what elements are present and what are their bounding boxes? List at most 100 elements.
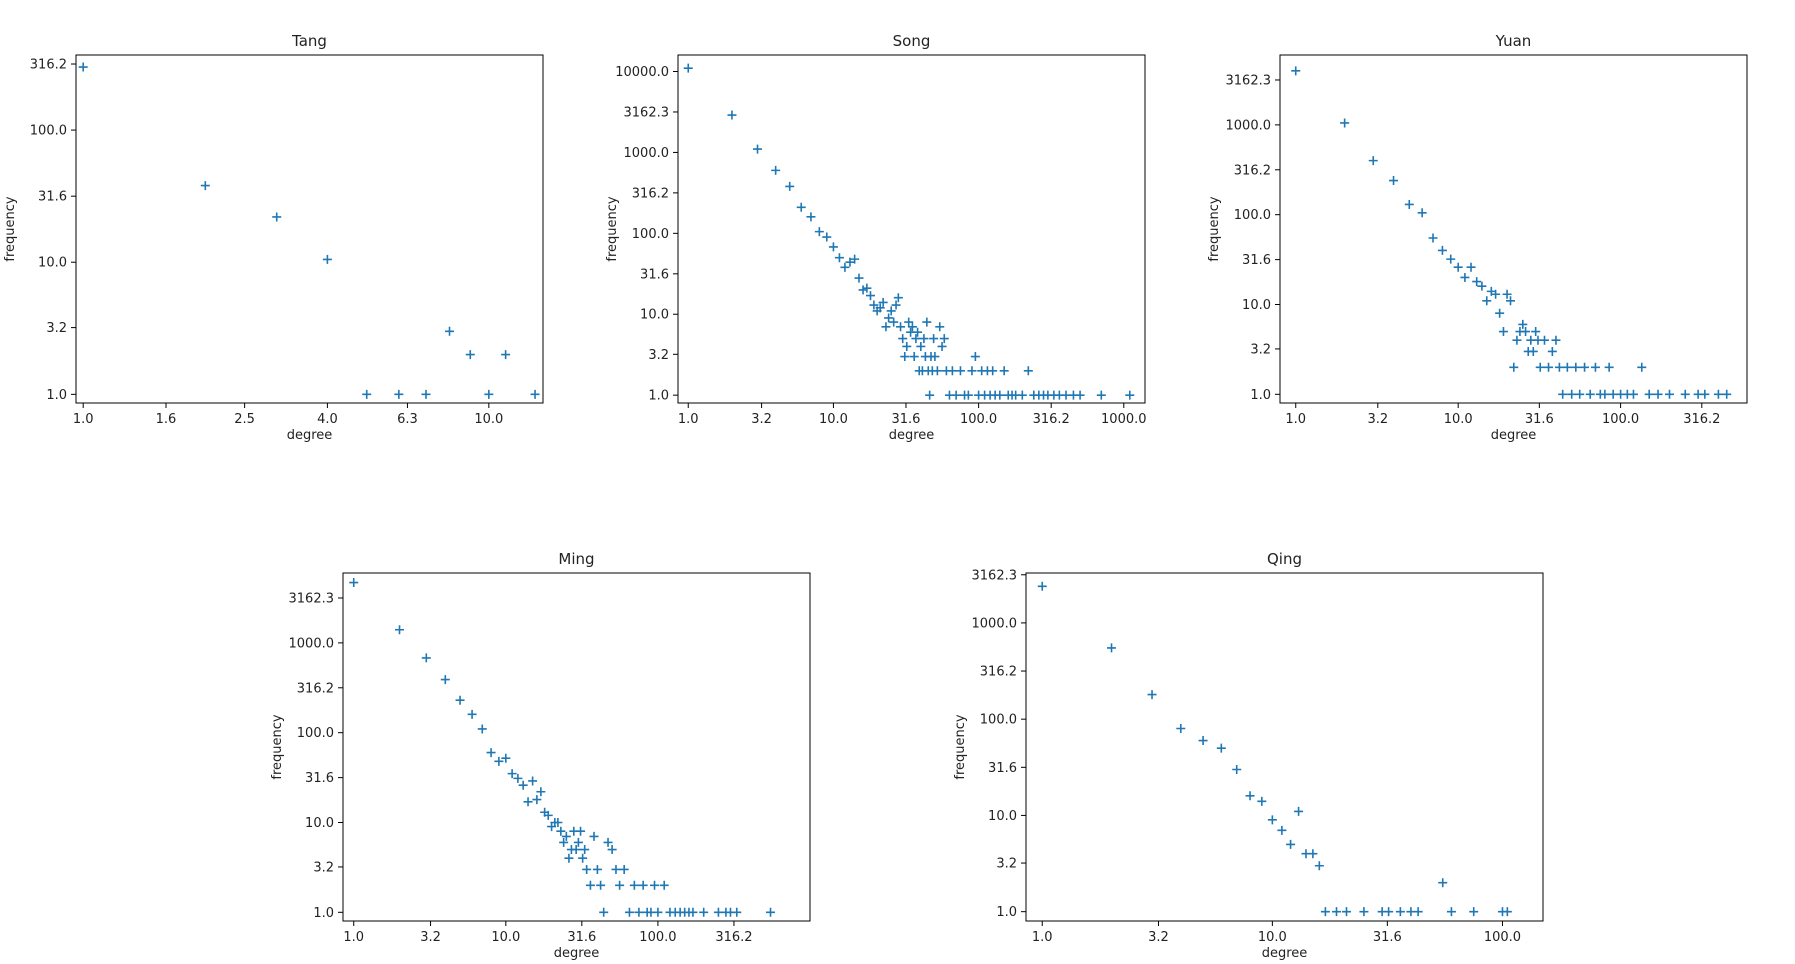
song-data-point xyxy=(753,144,763,154)
ming-data-point xyxy=(578,853,588,863)
yuan-ytick-label: 1.0 xyxy=(1250,388,1271,403)
tang-data-point xyxy=(362,389,372,399)
ming-data-point xyxy=(523,797,533,807)
song-data-point xyxy=(909,352,919,362)
ming-xtick-label: 100.0 xyxy=(639,930,676,945)
song-data-point xyxy=(995,390,1005,400)
song-data-point xyxy=(814,227,824,237)
yuan-data-point xyxy=(1506,296,1516,306)
ming-xtick-label: 3.2 xyxy=(420,930,441,945)
yuan-data-point xyxy=(1680,389,1690,399)
song-xtick-label: 316.2 xyxy=(1033,412,1070,427)
ming-data-point xyxy=(603,837,613,847)
ming-data-point xyxy=(532,795,542,805)
song-data-point xyxy=(963,390,973,400)
yuan-data-point xyxy=(1700,389,1710,399)
yuan-data-point xyxy=(1417,208,1427,218)
qing-data-point xyxy=(1245,791,1255,801)
tang-xtick-label: 6.3 xyxy=(397,412,418,427)
yuan-ytick-label: 3.2 xyxy=(1250,342,1271,357)
ming-data-point xyxy=(596,880,606,890)
ming-data-point xyxy=(699,907,709,917)
song-xtick-label: 10.0 xyxy=(819,412,848,427)
yuan-data-point xyxy=(1428,233,1438,243)
yuan-data-point xyxy=(1653,389,1663,399)
song-data-point xyxy=(865,291,875,301)
song-data-point xyxy=(913,327,923,337)
yuan-data-point xyxy=(1580,362,1590,372)
ming-ytick-label: 100.0 xyxy=(297,726,334,741)
yuan-data-point xyxy=(1722,389,1732,399)
ming-data-point xyxy=(599,907,609,917)
yuan-ytick-label: 316.2 xyxy=(1234,163,1271,178)
yuan-data-point xyxy=(1472,277,1482,287)
ming-data-point xyxy=(455,695,465,705)
tang-data-point xyxy=(78,62,88,72)
yuan-data-point xyxy=(1590,362,1600,372)
tang-data-point xyxy=(465,350,475,360)
yuan-ytick-label: 1000.0 xyxy=(1226,118,1272,133)
ming-data-point xyxy=(634,907,644,917)
ming-data-point xyxy=(732,907,742,917)
song-ytick-label: 316.2 xyxy=(632,186,669,201)
ming-xtick-label: 31.6 xyxy=(567,930,596,945)
yuan-data-point xyxy=(1558,389,1568,399)
yuan-data-point xyxy=(1562,362,1572,372)
tang-ytick-label: 31.6 xyxy=(38,190,67,205)
qing-data-point xyxy=(1232,764,1242,774)
yuan-data-point xyxy=(1518,319,1528,329)
song-data-point xyxy=(967,366,977,376)
ming-data-point xyxy=(624,907,634,917)
tang-ytick-label: 100.0 xyxy=(30,124,67,139)
yuan-xtick-label: 316.2 xyxy=(1683,412,1720,427)
ming-xtick-label: 316.2 xyxy=(715,930,752,945)
tang-ytick-label: 1.0 xyxy=(46,388,67,403)
song-ytick-label: 10000.0 xyxy=(615,65,669,80)
song-ytick-label: 3.2 xyxy=(648,348,669,363)
ming-data-point xyxy=(486,748,496,758)
ming-data-point xyxy=(659,880,669,890)
qing-data-point xyxy=(1446,907,1456,917)
qing-data-point xyxy=(1216,743,1226,753)
ming-data-point xyxy=(536,787,546,797)
song-data-point xyxy=(922,317,932,327)
yuan-data-point xyxy=(1554,362,1564,372)
ming-ytick-label: 3.2 xyxy=(313,860,334,875)
ming-data-point xyxy=(395,625,405,635)
tang-ytick-label: 316.2 xyxy=(30,58,67,73)
song-ytick-label: 31.6 xyxy=(640,267,669,282)
song-ylabel: frequency xyxy=(605,196,620,262)
qing-ytick-label: 100.0 xyxy=(980,713,1017,728)
ming-data-point xyxy=(553,817,563,827)
qing-data-point xyxy=(1342,907,1352,917)
ming-data-point xyxy=(349,578,359,588)
tang-data-point xyxy=(200,181,210,191)
song-ytick-label: 100.0 xyxy=(632,227,669,242)
song-title: Song xyxy=(893,32,931,50)
qing-data-point xyxy=(1332,907,1342,917)
tang-ytick-label: 10.0 xyxy=(38,256,67,271)
qing-data-point xyxy=(1314,861,1324,871)
qing-data-point xyxy=(1395,907,1405,917)
yuan-xtick-label: 1.0 xyxy=(1285,412,1306,427)
yuan-xtick-label: 3.2 xyxy=(1367,412,1388,427)
yuan-data-point xyxy=(1466,262,1476,272)
song-data-point xyxy=(900,352,910,362)
qing-data-point xyxy=(1502,907,1512,917)
yuan-data-point xyxy=(1644,389,1654,399)
yuan-xlabel: degree xyxy=(1491,428,1537,443)
song-data-point xyxy=(907,322,917,332)
ming-data-point xyxy=(467,709,477,719)
song-data-point xyxy=(854,273,864,283)
ming-data-point xyxy=(543,810,553,820)
ming-ylabel: frequency xyxy=(270,714,285,780)
song-data-point xyxy=(884,313,894,323)
song-data-point xyxy=(806,212,816,222)
yuan-data-point xyxy=(1551,335,1561,345)
song-data-point xyxy=(916,341,926,351)
song-xtick-label: 3.2 xyxy=(751,412,772,427)
song-data-point xyxy=(891,300,901,310)
song-data-point xyxy=(834,253,844,263)
yuan-data-point xyxy=(1600,389,1610,399)
ming-data-point xyxy=(592,864,602,874)
